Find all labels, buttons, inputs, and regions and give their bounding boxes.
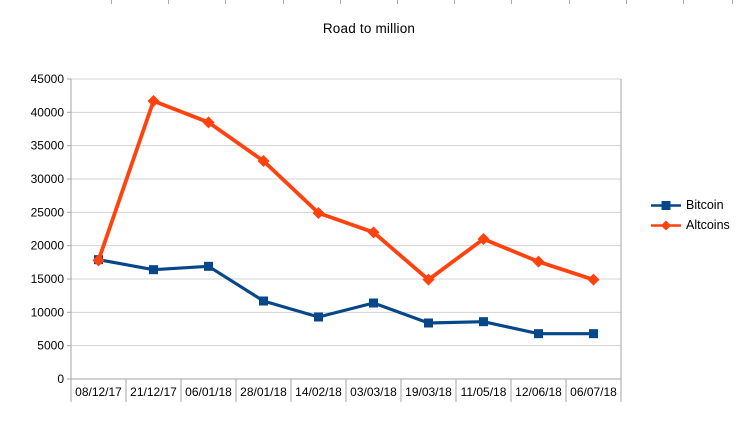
y-axis-label: 25000 — [31, 205, 65, 219]
legend-item-altcoins: Altcoins — [650, 215, 730, 235]
x-axis-label: 08/12/17 — [75, 385, 122, 399]
data-point-square — [369, 298, 378, 308]
x-axis-label: 11/05/18 — [461, 385, 507, 399]
ruler-tick — [397, 0, 398, 4]
data-point-square — [314, 312, 323, 322]
legend-label: Bitcoin — [686, 198, 724, 212]
series-line-altcoins — [96, 99, 596, 282]
ruler-tick — [626, 0, 627, 4]
x-axis-label: 21/12/17 — [130, 385, 177, 399]
data-point-diamond — [92, 254, 105, 267]
data-point-diamond — [367, 226, 380, 239]
ruler-tick — [283, 0, 284, 4]
legend-label: Altcoins — [686, 218, 730, 232]
data-point-diamond — [422, 273, 435, 286]
x-axis-label: 19/03/18 — [405, 385, 452, 399]
x-axis-label: 03/03/18 — [350, 385, 397, 399]
data-point-square — [589, 329, 598, 339]
ruler-tick — [225, 0, 226, 4]
ruler-tick — [454, 0, 455, 4]
data-point-diamond — [147, 95, 160, 107]
data-point-square — [534, 329, 543, 339]
legend: Bitcoin Altcoins — [650, 195, 730, 235]
y-axis-label: 0 — [57, 372, 64, 386]
ruler-tick — [732, 0, 733, 4]
x-axis-label: 06/01/18 — [185, 385, 232, 399]
series-line-bitcoin — [96, 258, 596, 336]
data-point-diamond — [312, 207, 325, 219]
square-marker-icon — [651, 200, 681, 210]
y-axis-label: 10000 — [31, 305, 65, 319]
y-axis-label: 30000 — [31, 172, 65, 186]
data-point-diamond — [587, 273, 600, 286]
chart-title: Road to million — [322, 21, 416, 36]
data-point-square — [259, 296, 268, 306]
x-axis-label: 06/07/18 — [570, 385, 617, 399]
data-point-square — [479, 317, 488, 327]
y-axis-label: 45000 — [31, 72, 65, 86]
y-axis-label: 5000 — [37, 339, 64, 353]
y-axis-label: 40000 — [31, 105, 65, 119]
ruler-tick — [340, 0, 341, 4]
y-axis-label: 35000 — [31, 139, 65, 153]
ruler-tick — [683, 0, 684, 4]
legend-item-bitcoin: Bitcoin — [650, 195, 730, 215]
y-axis-label: 20000 — [31, 239, 65, 253]
data-point-diamond — [202, 116, 215, 129]
x-axis-label: 28/01/18 — [240, 385, 287, 399]
y-axis-label: 15000 — [31, 272, 65, 286]
x-axis-label: 14/02/18 — [295, 385, 342, 399]
ruler-tick — [168, 0, 169, 4]
data-point-diamond — [477, 233, 490, 245]
data-point-square — [149, 265, 158, 275]
diamond-marker-icon — [651, 220, 681, 230]
ruler-tick — [511, 0, 512, 4]
data-point-diamond — [257, 155, 270, 167]
data-point-diamond — [532, 255, 545, 268]
ruler-tick — [569, 0, 570, 4]
data-point-square — [424, 318, 433, 328]
data-point-square — [204, 261, 213, 271]
x-axis-label: 12/06/18 — [515, 385, 562, 399]
ruler-tick — [111, 0, 112, 4]
